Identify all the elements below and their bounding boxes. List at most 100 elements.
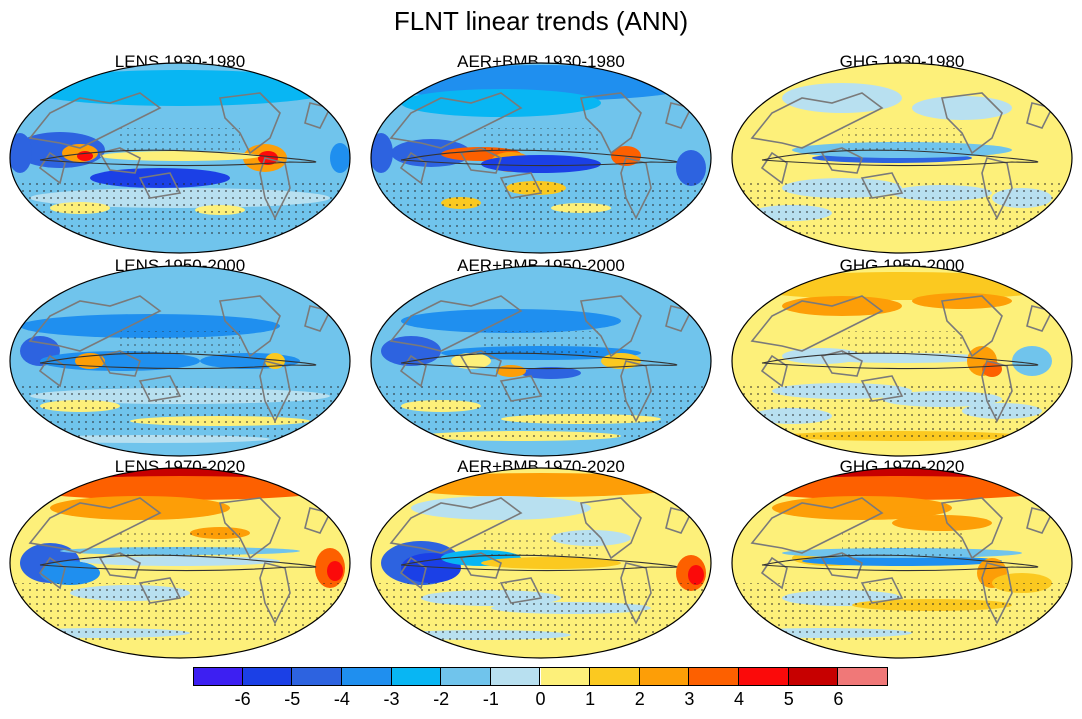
coastline — [580, 295, 642, 358]
coastline — [38, 556, 66, 590]
coastline — [499, 577, 543, 604]
field-region — [912, 96, 1012, 120]
coastline — [219, 497, 281, 560]
map-border — [370, 265, 712, 457]
coastline — [941, 92, 1003, 155]
colorbar-tick-label: 1 — [585, 689, 596, 709]
colorbar-swatch — [292, 667, 342, 686]
coastline — [820, 350, 863, 377]
coastline — [750, 295, 884, 352]
coastline — [138, 577, 182, 604]
colorbar-tick-label: -6 — [234, 689, 251, 709]
colorbar-swatch — [788, 667, 839, 686]
coastline — [219, 295, 281, 358]
colorbar-tick-label: -5 — [284, 689, 301, 709]
field-region — [1012, 346, 1052, 376]
field-region — [676, 150, 706, 186]
coastline — [580, 92, 642, 155]
coastline — [459, 147, 502, 174]
coastline — [38, 354, 66, 388]
colorbar-tick-label: 2 — [634, 689, 645, 709]
coastline — [860, 172, 904, 199]
field-region — [401, 309, 621, 333]
field-region — [50, 496, 230, 520]
coastline — [620, 360, 652, 423]
colorbar-tick-label: -2 — [433, 689, 450, 709]
significance-stipple — [120, 331, 240, 356]
field-region — [481, 155, 601, 173]
map-panels — [9, 62, 1073, 659]
coastline — [98, 552, 141, 579]
colorbar-swatch — [193, 667, 243, 686]
map-border — [731, 62, 1073, 254]
field-region — [742, 272, 1062, 300]
coastline — [138, 172, 182, 199]
map-border — [370, 62, 712, 254]
contour-line — [761, 352, 1039, 370]
significance-stipple — [842, 331, 962, 356]
significance-stipple — [481, 533, 601, 558]
field-region — [782, 83, 902, 113]
significance-stipple — [10, 583, 350, 643]
coastline — [499, 172, 543, 199]
coastline — [981, 562, 1013, 625]
map-panel — [370, 467, 712, 659]
contour-line — [400, 554, 678, 572]
field-region — [496, 365, 526, 377]
coastline — [620, 562, 652, 625]
coastline — [389, 497, 523, 554]
coastline — [389, 295, 523, 352]
map-field — [10, 63, 350, 253]
map-panel — [370, 62, 712, 254]
contour-line — [761, 554, 1039, 572]
colorbar-swatch — [341, 667, 392, 686]
map-panel — [731, 467, 1073, 659]
coastline — [259, 360, 291, 423]
contour-line — [400, 149, 678, 167]
contour-line — [761, 149, 1039, 167]
coastline — [389, 92, 523, 149]
field-region — [327, 561, 343, 581]
colorbar-swatch — [540, 667, 591, 686]
significance-stipple — [371, 381, 711, 441]
significance-stipple — [10, 381, 350, 441]
map-field — [732, 63, 1072, 253]
field-region — [20, 476, 340, 500]
coastline — [941, 497, 1003, 560]
map-field — [10, 468, 350, 658]
significance-stipple — [120, 128, 240, 153]
significance-stipple — [371, 583, 711, 643]
map-panel — [9, 62, 351, 254]
field-region — [391, 473, 691, 497]
coastline — [820, 552, 863, 579]
coastline — [860, 577, 904, 604]
coastline — [760, 151, 788, 185]
map-field — [732, 266, 1072, 456]
field-region — [40, 561, 100, 585]
colorbar-swatch — [391, 667, 442, 686]
field-region — [982, 361, 1002, 377]
colorbar-tick-label: 0 — [535, 689, 546, 709]
coastline — [28, 295, 162, 352]
coastline — [820, 147, 863, 174]
map-border — [731, 265, 1073, 457]
coastline — [259, 562, 291, 625]
colorbar-swatch — [689, 667, 740, 686]
contour-line — [39, 149, 317, 167]
field-region — [892, 515, 992, 531]
map-panel — [731, 62, 1073, 254]
figure-title: FLNT linear trends (ANN) — [393, 6, 689, 36]
colorbar-tick-label: -4 — [333, 689, 350, 709]
colorbar-tick-label: -3 — [383, 689, 400, 709]
field-region — [401, 89, 601, 117]
map-border — [9, 265, 351, 457]
coastline — [399, 151, 427, 185]
significance-stipple — [732, 583, 1072, 643]
map-border — [731, 467, 1073, 659]
field-region — [391, 139, 471, 167]
coastline — [981, 157, 1013, 220]
coastline — [138, 375, 182, 402]
field-region — [912, 293, 1012, 309]
map-panel — [370, 265, 712, 457]
map-panel — [9, 467, 351, 659]
